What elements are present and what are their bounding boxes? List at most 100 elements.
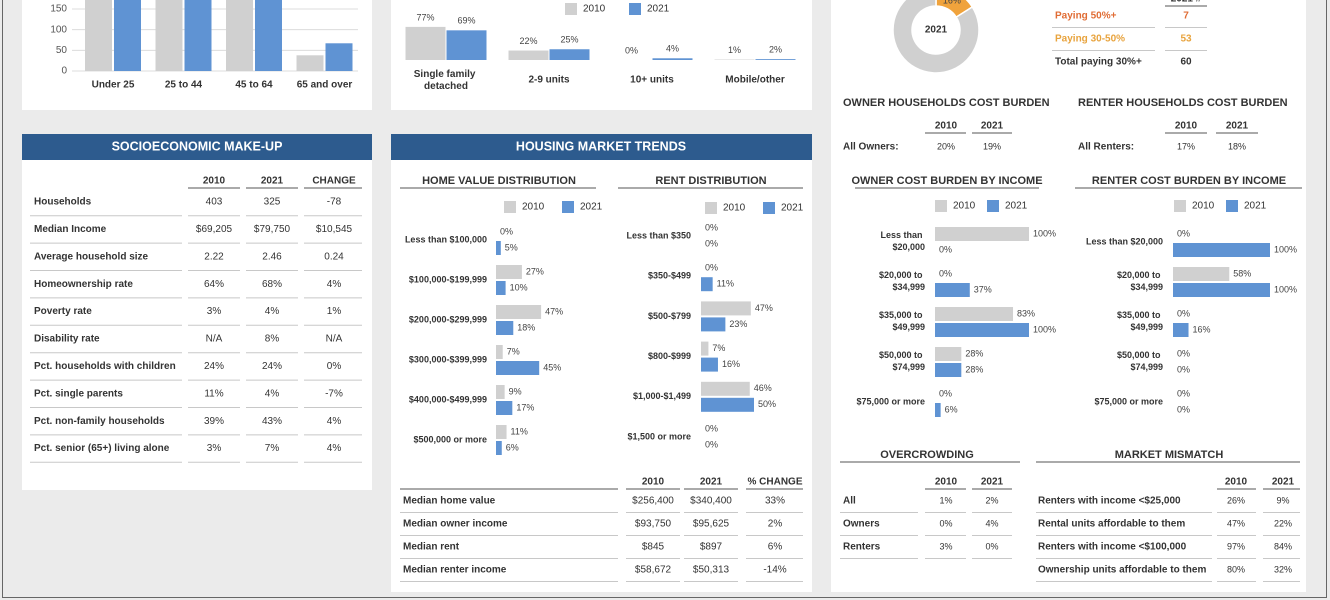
cell: 80%: [1227, 564, 1245, 574]
legend-swatch: [565, 3, 577, 15]
panel-header: [22, 134, 372, 160]
row-label: Renters: [843, 542, 881, 553]
y-tick-label: $800-$999: [648, 351, 691, 361]
bar: [652, 58, 693, 60]
value-label: 9%: [509, 386, 522, 396]
x-tick-label: 65 and over: [297, 80, 353, 91]
cell: 4%: [265, 306, 280, 317]
cell: 39%: [204, 416, 224, 427]
cell: 0%: [939, 518, 952, 528]
y-tick-label: 50: [56, 45, 68, 56]
column-header: 2010: [203, 176, 226, 187]
chart-title: HOME VALUE DISTRIBUTION: [422, 175, 576, 187]
x-tick-label: Mobile/other: [725, 75, 785, 86]
y-tick-label: $75,000 or more: [856, 396, 925, 406]
column-header: 2010: [642, 477, 665, 488]
value-label: 0%: [1177, 308, 1190, 318]
value-label: 100%: [1274, 284, 1297, 294]
value-label: 83%: [1017, 308, 1035, 318]
cell: 0%: [327, 361, 342, 372]
cell: 68%: [262, 279, 282, 290]
row-label: Renters with income <$25,000: [1038, 496, 1181, 507]
chart-title: OWNER COST BURDEN BY INCOME: [851, 175, 1042, 187]
legend-swatch: [504, 201, 516, 213]
table-title: OWNER HOUSEHOLDS COST BURDEN: [843, 97, 1050, 109]
value-label: 0%: [1177, 404, 1190, 414]
x-tick-label: 25 to 44: [165, 80, 203, 91]
legend-label: 2010: [1192, 201, 1215, 212]
bar: [184, 0, 212, 72]
cell: 7%: [265, 443, 280, 454]
cell: 3%: [207, 443, 222, 454]
row-label: Average household size: [34, 251, 149, 262]
cell: 6%: [768, 542, 783, 553]
bar: [405, 26, 446, 60]
legend-swatch: [1174, 200, 1186, 212]
cell: 9%: [1276, 495, 1289, 505]
table-title: RENTER HOUSEHOLDS COST BURDEN: [1078, 97, 1288, 109]
row-label: Median renter income: [403, 565, 507, 576]
value-label: 0%: [625, 45, 638, 55]
bar: [701, 317, 726, 332]
cell: 1%: [327, 306, 342, 317]
cell: 4%: [327, 443, 342, 454]
row-label: Rental units affordable to them: [1038, 519, 1185, 530]
value-label: 28%: [965, 364, 983, 374]
y-tick-label: $500-$799: [648, 311, 691, 321]
y-tick-label: $350-$499: [648, 271, 691, 281]
bar: [935, 363, 962, 377]
bar: [935, 283, 970, 297]
row-label: Pct. households with children: [34, 361, 176, 372]
cell: 47%: [1227, 518, 1245, 528]
cell: 2%: [985, 495, 998, 505]
cell: 19%: [983, 141, 1001, 151]
cell: 4%: [327, 279, 342, 290]
cell: 3%: [939, 541, 952, 551]
row-label: Pct. single parents: [34, 388, 123, 399]
panel-header: [391, 134, 812, 160]
bar: [496, 321, 514, 335]
bar: [935, 403, 941, 417]
cell: -78: [327, 197, 342, 208]
value-label: 69%: [457, 16, 475, 26]
y-tick-label: Less than $100,000: [405, 234, 487, 244]
value-label: 0%: [705, 423, 718, 433]
row-label: All Owners:: [843, 142, 899, 153]
cell: $340,400: [690, 496, 732, 507]
cell: 60: [1180, 57, 1192, 68]
cell: 4%: [265, 388, 280, 399]
bar: [701, 341, 709, 356]
cell: 17%: [1177, 141, 1195, 151]
value-label: 11%: [511, 426, 528, 436]
row-label: Poverty rate: [34, 306, 92, 317]
legend-swatch: [987, 200, 999, 212]
cell: 7: [1183, 11, 1189, 22]
column-header: 2010: [935, 477, 958, 488]
row-label: Pct. senior (65+) living alone: [34, 443, 170, 454]
value-label: 58%: [1233, 268, 1251, 278]
cell: 3%: [207, 306, 222, 317]
cell: $79,750: [254, 224, 291, 235]
legend-label: 2021: [781, 203, 804, 214]
y-tick-label: 100: [50, 24, 67, 35]
bar: [325, 43, 353, 71]
cell: 18%: [1228, 141, 1246, 151]
x-tick-label: 45 to 64: [235, 80, 273, 91]
bar: [85, 0, 112, 72]
legend-swatch: [705, 202, 717, 214]
value-label: 0%: [705, 238, 718, 248]
y-tick-label: $75,000 or more: [1094, 396, 1163, 406]
value-label: 4%: [666, 44, 679, 54]
value-label: 1%: [728, 45, 741, 55]
legend-label: 2010: [953, 201, 976, 212]
cell: 2%: [768, 519, 783, 530]
cell: 11%: [204, 388, 223, 399]
value-label: 23%: [729, 319, 747, 329]
row-label: Median home value: [403, 496, 496, 507]
legend-swatch: [1226, 200, 1238, 212]
bar: [226, 0, 253, 71]
cell: 32%: [1274, 564, 1292, 574]
pie-label: 2021: [925, 25, 948, 36]
cell: 8%: [265, 334, 280, 345]
